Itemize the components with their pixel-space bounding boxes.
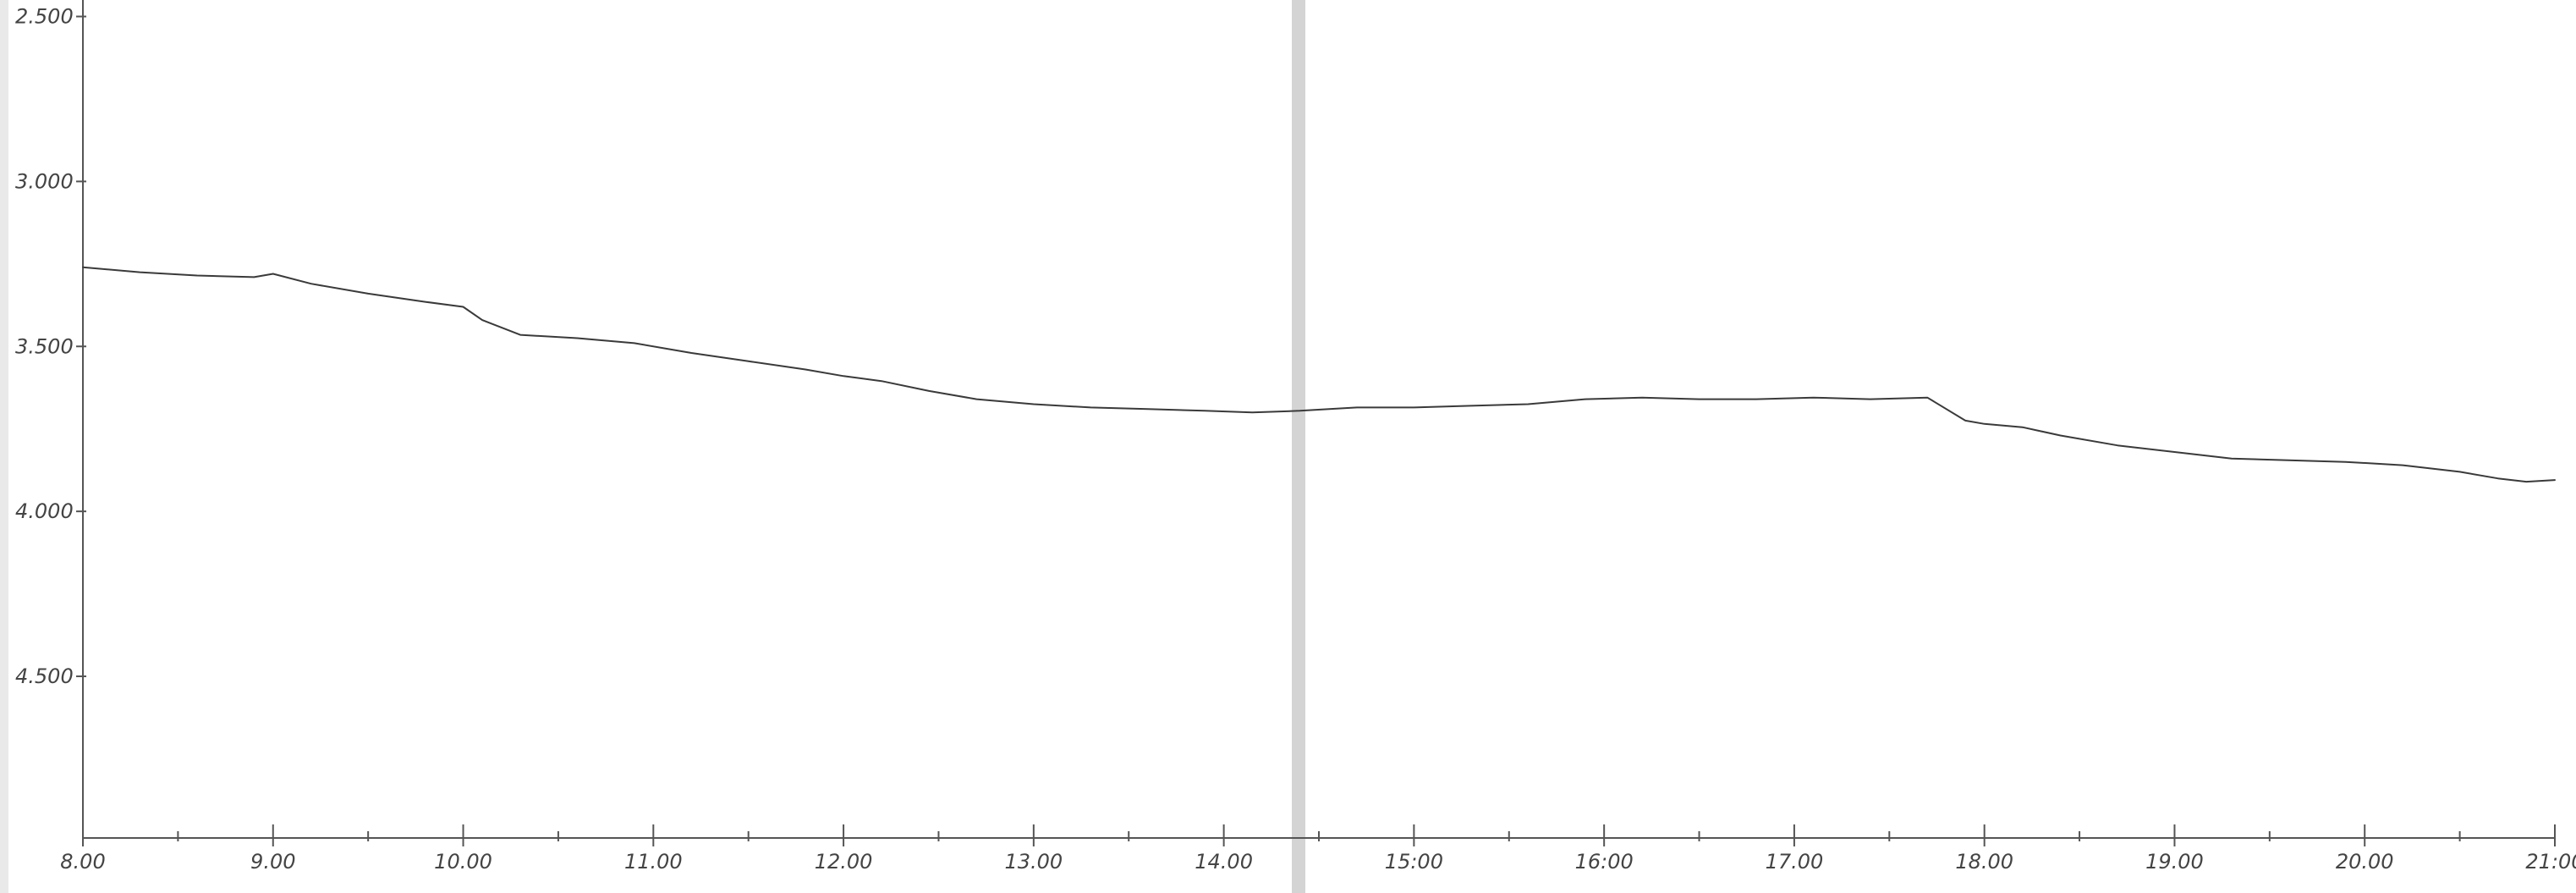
page-gutter — [1292, 0, 1305, 893]
x-tick-label: 20.00 — [2336, 850, 2394, 874]
tick-labels: 2.500 3.000 3.500 4.000 4.500 8.00 9.00 10.00 11… — [15, 4, 2576, 874]
x-tick-label: 10.00 — [434, 850, 492, 874]
x-tick-label: 14.00 — [1195, 850, 1253, 874]
y-tick-label: 4.000 — [15, 499, 74, 523]
y-tick-label: 4.500 — [15, 664, 74, 688]
x-tick-label: 11.00 — [624, 850, 683, 874]
x-tick-label: 17.00 — [1766, 850, 1824, 874]
axes — [76, 0, 2556, 846]
y-tick-label: 3.500 — [15, 334, 74, 358]
x-tick-label: 18.00 — [1955, 850, 2013, 874]
series-layer — [82, 266, 2556, 483]
series-line-0 — [82, 266, 2556, 483]
x-tick-label: 21:00 — [2525, 850, 2576, 874]
x-tick-label: 12.00 — [815, 850, 873, 874]
x-tick-label: 19.00 — [2145, 850, 2204, 874]
x-tick-label: 8.00 — [60, 850, 105, 874]
x-tick-label: 16:00 — [1575, 850, 1634, 874]
y-tick-label: 2.500 — [15, 4, 74, 28]
y-tick-label: 3.000 — [15, 169, 74, 193]
left-page-edge — [0, 0, 8, 893]
x-tick-label: 9.00 — [250, 850, 295, 874]
x-tick-label: 15:00 — [1385, 850, 1443, 874]
x-tick-label: 13.00 — [1004, 850, 1063, 874]
